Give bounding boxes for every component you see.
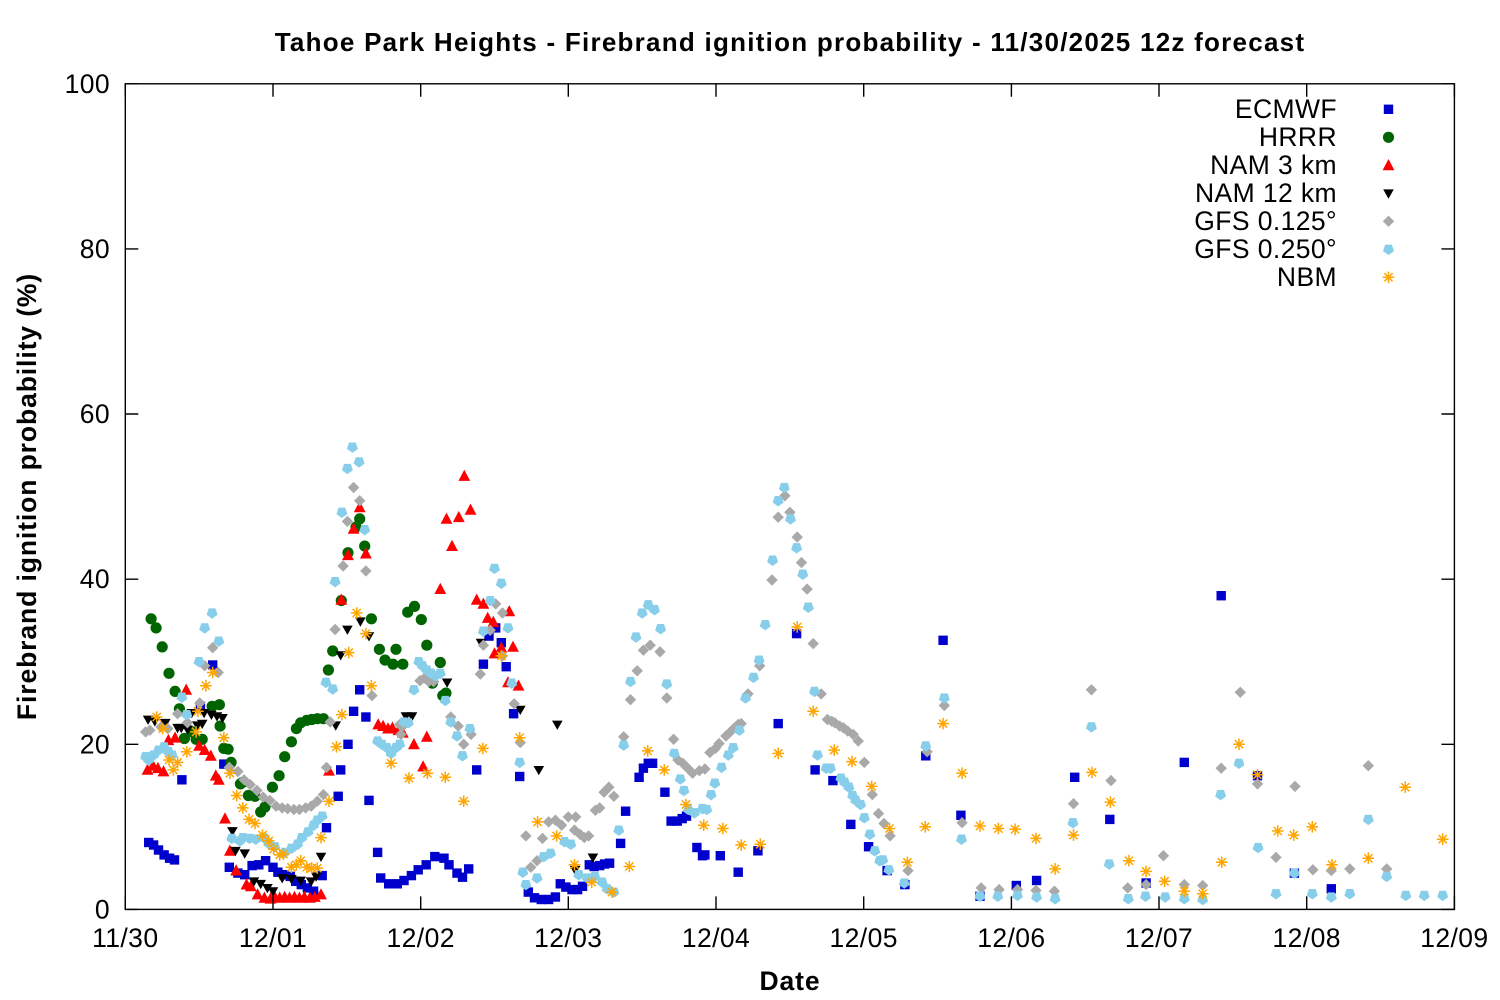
svg-text:HRRR: HRRR xyxy=(1259,122,1337,152)
svg-text:12/06: 12/06 xyxy=(977,923,1045,953)
svg-text:Date: Date xyxy=(759,966,820,996)
svg-text:12/03: 12/03 xyxy=(534,923,602,953)
svg-text:12/04: 12/04 xyxy=(682,923,750,953)
svg-text:12/09: 12/09 xyxy=(1420,923,1488,953)
svg-text:ECMWF: ECMWF xyxy=(1235,94,1337,124)
svg-text:40: 40 xyxy=(80,564,110,594)
svg-text:12/07: 12/07 xyxy=(1125,923,1193,953)
svg-text:100: 100 xyxy=(65,69,110,99)
svg-text:60: 60 xyxy=(80,399,110,429)
svg-text:NAM 12 km: NAM 12 km xyxy=(1195,178,1337,208)
svg-text:NBM: NBM xyxy=(1277,262,1337,292)
svg-text:11/30: 11/30 xyxy=(92,923,158,953)
svg-text:NAM 3 km: NAM 3 km xyxy=(1210,150,1337,180)
svg-text:GFS 0.250°: GFS 0.250° xyxy=(1194,234,1337,264)
svg-text:12/02: 12/02 xyxy=(387,923,455,953)
svg-text:80: 80 xyxy=(80,234,110,264)
svg-text:12/08: 12/08 xyxy=(1273,923,1341,953)
svg-text:12/05: 12/05 xyxy=(830,923,898,953)
svg-text:20: 20 xyxy=(80,729,110,759)
svg-text:GFS 0.125°: GFS 0.125° xyxy=(1194,206,1337,236)
svg-text:0: 0 xyxy=(95,894,110,924)
svg-text:12/01: 12/01 xyxy=(239,923,307,953)
svg-text:Tahoe Park Heights - Firebrand: Tahoe Park Heights - Firebrand ignition … xyxy=(275,27,1306,57)
svg-text:Firebrand ignition probability: Firebrand ignition probability (%) xyxy=(12,273,42,720)
